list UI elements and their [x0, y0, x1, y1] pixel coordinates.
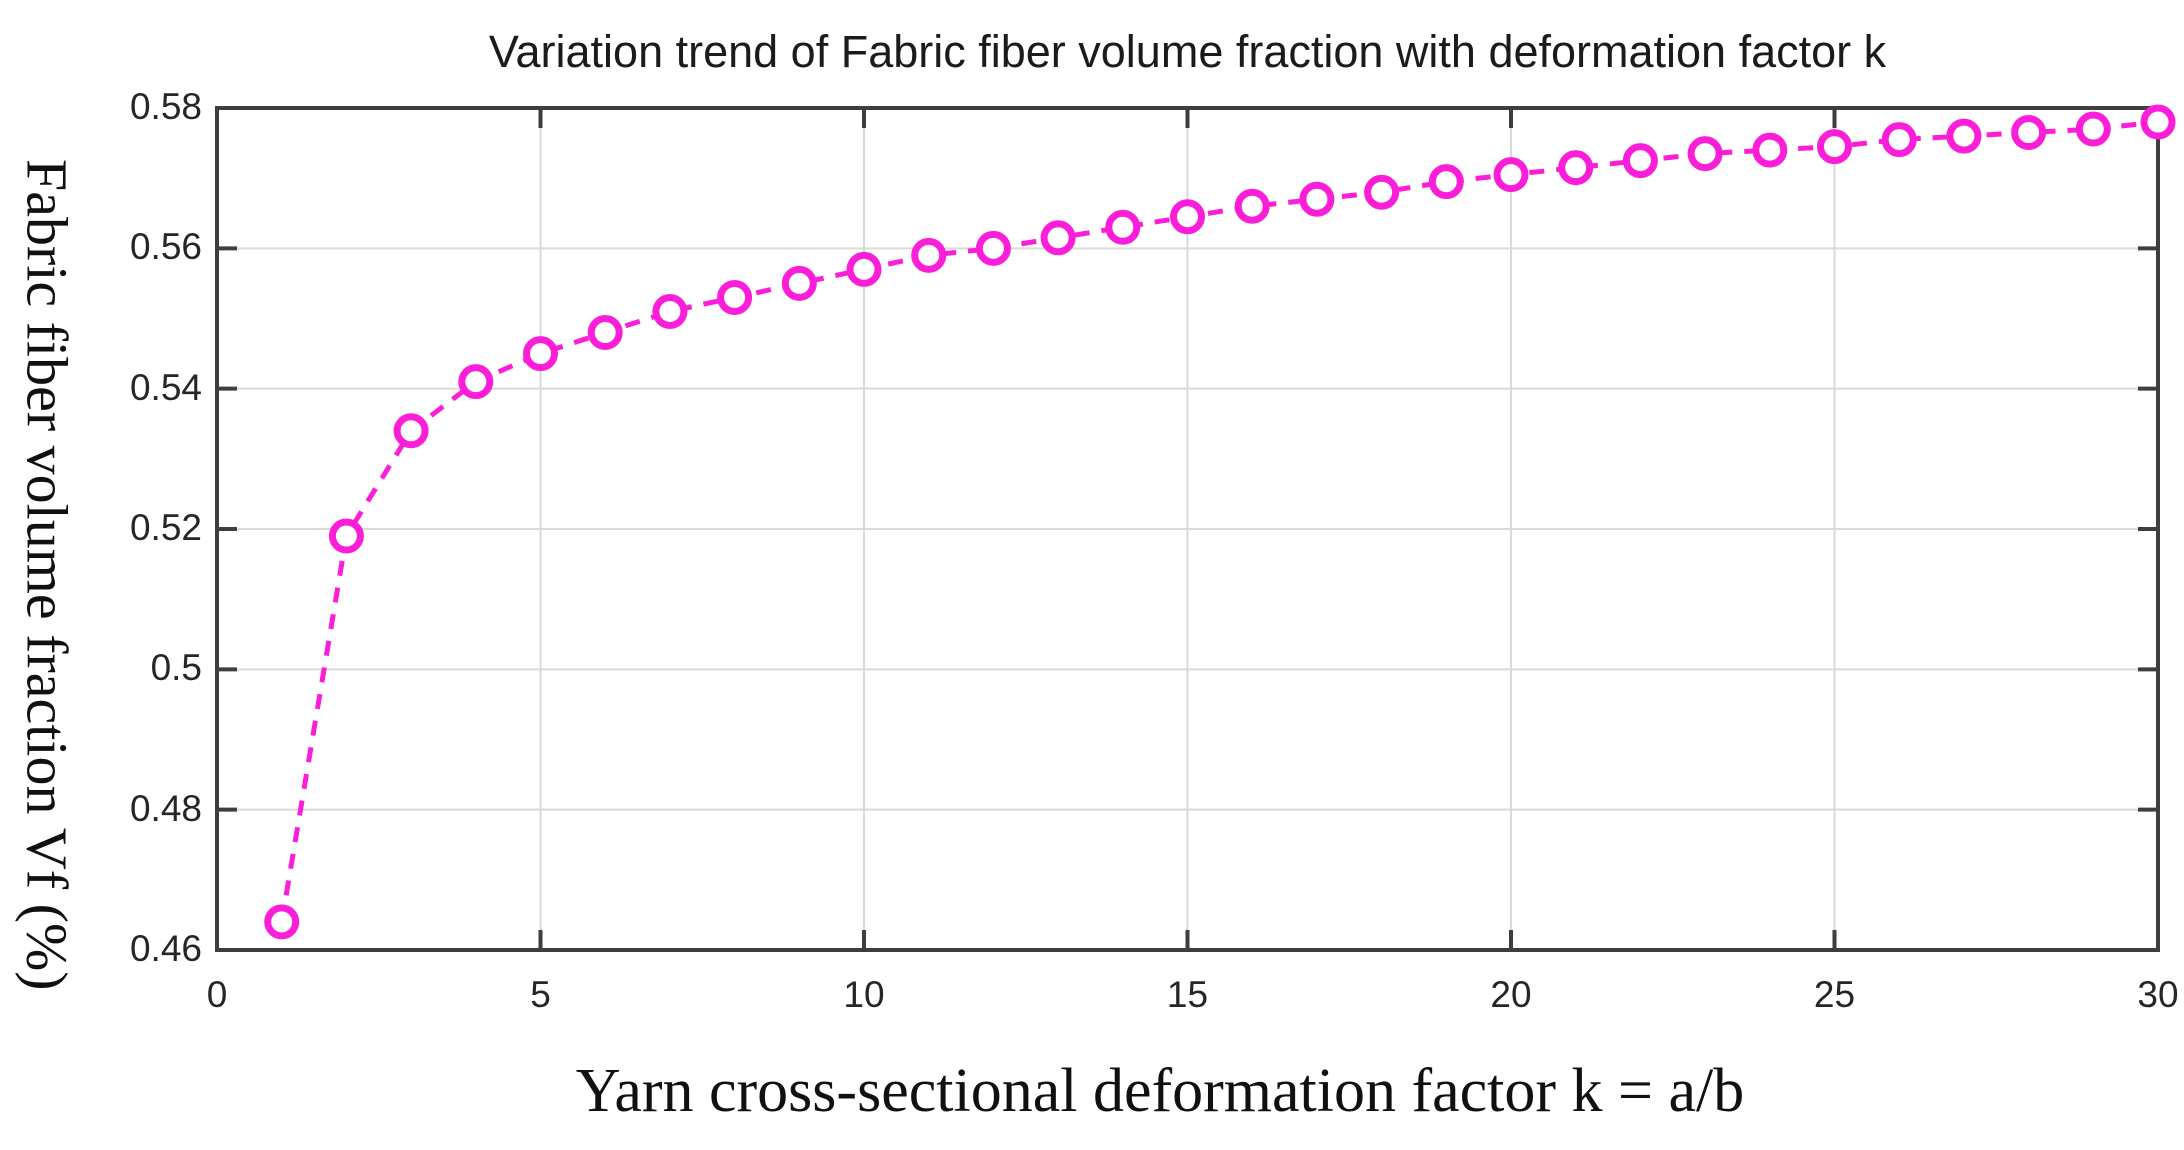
data-point-marker [781, 265, 817, 301]
y-axis-label: Fabric fiber volume fraction Vf (%) [14, 159, 80, 991]
x-tick-label: 5 [530, 974, 551, 1015]
y-tick-label: 0.48 [129, 787, 202, 829]
y-tick-label: 0.56 [129, 226, 202, 268]
y-tick-label: 0.5 [150, 647, 202, 689]
series-line [279, 119, 2159, 923]
data-point-marker [1558, 150, 1594, 186]
chart-title: Variation trend of Fabric fiber volume f… [488, 26, 1887, 77]
data-point-marker [1687, 136, 1723, 172]
data-point-marker [1040, 220, 1076, 256]
x-axis-label: Yarn cross-sectional deformation factor … [575, 1057, 1745, 1125]
y-tick-label: 0.46 [129, 928, 202, 969]
data-point-marker [2075, 111, 2111, 147]
y-tick-label: 0.54 [129, 366, 202, 408]
data-point-marker [523, 336, 558, 372]
data-point-marker [1428, 164, 1464, 200]
data-point-marker [1105, 209, 1141, 245]
data-point-marker [975, 230, 1011, 266]
data-point-marker [2140, 104, 2176, 140]
data-point-marker [717, 279, 753, 315]
x-tick-label: 20 [1490, 974, 1532, 1015]
y-tick-label: 0.58 [129, 86, 202, 127]
data-point-marker [911, 237, 947, 273]
data-point-marker [1299, 181, 1335, 217]
data-point-marker [587, 315, 623, 351]
data-point-marker [1364, 174, 1400, 210]
data-point-marker [1817, 129, 1852, 165]
data-point-marker [1881, 122, 1917, 158]
data-point-marker [264, 904, 300, 940]
data-point-marker [393, 413, 429, 449]
data-point-marker [1170, 199, 1205, 235]
data-point-marker [458, 364, 494, 400]
data-point-marker [328, 518, 364, 554]
x-tick-label: 10 [843, 974, 885, 1015]
data-point-marker [1493, 157, 1529, 193]
data-point-marker [846, 251, 882, 287]
x-tick-label: 15 [1166, 974, 1209, 1015]
y-tick-label: 0.52 [129, 507, 202, 548]
data-point-marker [1234, 188, 1270, 224]
data-point-marker [652, 293, 688, 329]
x-tick-label: 25 [1813, 974, 1856, 1015]
data-point-marker [1946, 118, 1982, 154]
data-point-marker [2011, 115, 2047, 151]
data-point-marker [1752, 132, 1788, 168]
x-tick-label: 30 [2137, 974, 2179, 1015]
x-tick-label: 0 [206, 974, 228, 1015]
data-point-marker [1622, 143, 1658, 179]
